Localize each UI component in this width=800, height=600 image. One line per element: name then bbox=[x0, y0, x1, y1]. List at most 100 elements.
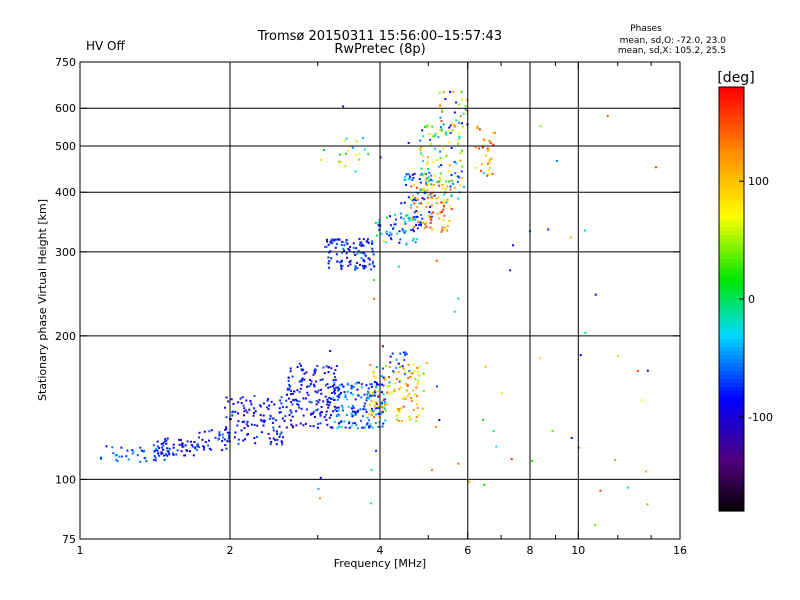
data-point bbox=[404, 220, 407, 223]
data-point bbox=[280, 440, 283, 443]
data-point bbox=[351, 393, 354, 396]
data-point bbox=[165, 442, 168, 445]
data-point bbox=[442, 208, 445, 211]
data-point bbox=[166, 449, 169, 452]
data-point bbox=[358, 237, 361, 240]
data-point bbox=[320, 411, 323, 414]
data-point bbox=[323, 149, 326, 152]
data-point bbox=[371, 262, 374, 265]
data-point bbox=[438, 217, 441, 220]
data-point bbox=[388, 385, 391, 388]
data-point bbox=[143, 449, 146, 452]
data-point bbox=[377, 221, 380, 224]
data-point bbox=[459, 152, 462, 155]
data-point bbox=[438, 176, 441, 179]
data-point bbox=[484, 365, 487, 368]
data-point bbox=[420, 152, 423, 155]
data-point bbox=[401, 397, 404, 400]
data-point bbox=[306, 385, 309, 388]
data-point bbox=[636, 369, 639, 372]
data-point bbox=[426, 196, 429, 199]
data-point bbox=[406, 214, 409, 217]
data-point bbox=[338, 393, 341, 396]
data-point bbox=[405, 243, 408, 246]
data-point bbox=[300, 364, 303, 367]
data-point bbox=[260, 431, 263, 434]
colorbar-segment bbox=[719, 91, 744, 96]
data-point bbox=[312, 410, 315, 413]
data-point bbox=[381, 411, 384, 414]
data-point bbox=[281, 417, 284, 420]
data-point bbox=[386, 391, 389, 394]
data-point bbox=[426, 183, 429, 186]
colorbar-segment bbox=[719, 439, 744, 444]
data-point bbox=[300, 380, 303, 383]
data-point bbox=[338, 160, 341, 163]
y-axis-label: Stationary phase Virtual Height [km] bbox=[36, 199, 49, 401]
data-point bbox=[411, 199, 414, 202]
data-point bbox=[365, 423, 368, 426]
data-point bbox=[442, 123, 445, 126]
data-point bbox=[304, 397, 307, 400]
colorbar-segment bbox=[719, 139, 744, 144]
data-point bbox=[262, 402, 265, 405]
data-point bbox=[341, 251, 344, 254]
data-point bbox=[451, 179, 454, 182]
data-point bbox=[237, 438, 240, 441]
data-point bbox=[310, 401, 313, 404]
data-point bbox=[114, 454, 117, 457]
data-point bbox=[287, 397, 290, 400]
data-point bbox=[281, 406, 284, 409]
data-point bbox=[439, 128, 442, 131]
data-point bbox=[412, 177, 415, 180]
data-point bbox=[375, 383, 378, 386]
data-point bbox=[340, 264, 343, 267]
data-point bbox=[626, 486, 629, 489]
data-point bbox=[362, 259, 365, 262]
data-point bbox=[453, 111, 456, 114]
data-point bbox=[354, 422, 357, 425]
data-point bbox=[443, 193, 446, 196]
data-point bbox=[346, 149, 349, 152]
data-point bbox=[360, 396, 363, 399]
data-point bbox=[207, 444, 210, 447]
data-point bbox=[423, 198, 426, 201]
data-point bbox=[371, 426, 374, 429]
data-point bbox=[356, 261, 359, 264]
data-point bbox=[266, 399, 269, 402]
data-point bbox=[378, 421, 381, 424]
data-point bbox=[319, 414, 322, 417]
data-point bbox=[414, 199, 417, 202]
data-point bbox=[363, 148, 366, 151]
colorbar-segment bbox=[719, 479, 744, 484]
data-point bbox=[445, 155, 448, 158]
data-point bbox=[374, 406, 377, 409]
data-point bbox=[403, 353, 406, 356]
x-tick-label: 6 bbox=[464, 544, 471, 557]
colorbar-segment bbox=[719, 123, 744, 128]
data-point bbox=[370, 414, 373, 417]
colorbar-segment bbox=[719, 495, 744, 500]
data-point bbox=[291, 424, 294, 427]
data-point bbox=[182, 445, 185, 448]
data-point bbox=[456, 180, 459, 183]
colorbar-segment bbox=[719, 207, 744, 212]
data-point bbox=[364, 254, 367, 257]
data-point bbox=[510, 458, 513, 461]
y-tick-label: 75 bbox=[62, 533, 76, 546]
data-point bbox=[488, 160, 491, 163]
data-point bbox=[152, 444, 155, 447]
data-point bbox=[333, 381, 336, 384]
data-point bbox=[403, 359, 406, 362]
data-point bbox=[196, 444, 199, 447]
data-point bbox=[355, 247, 358, 250]
data-point bbox=[433, 147, 436, 150]
data-point bbox=[386, 385, 389, 388]
data-point bbox=[416, 382, 419, 385]
data-point bbox=[162, 448, 165, 451]
colorbar-segment bbox=[719, 87, 744, 92]
data-point bbox=[262, 419, 265, 422]
data-point bbox=[381, 401, 384, 404]
data-point bbox=[398, 380, 401, 383]
